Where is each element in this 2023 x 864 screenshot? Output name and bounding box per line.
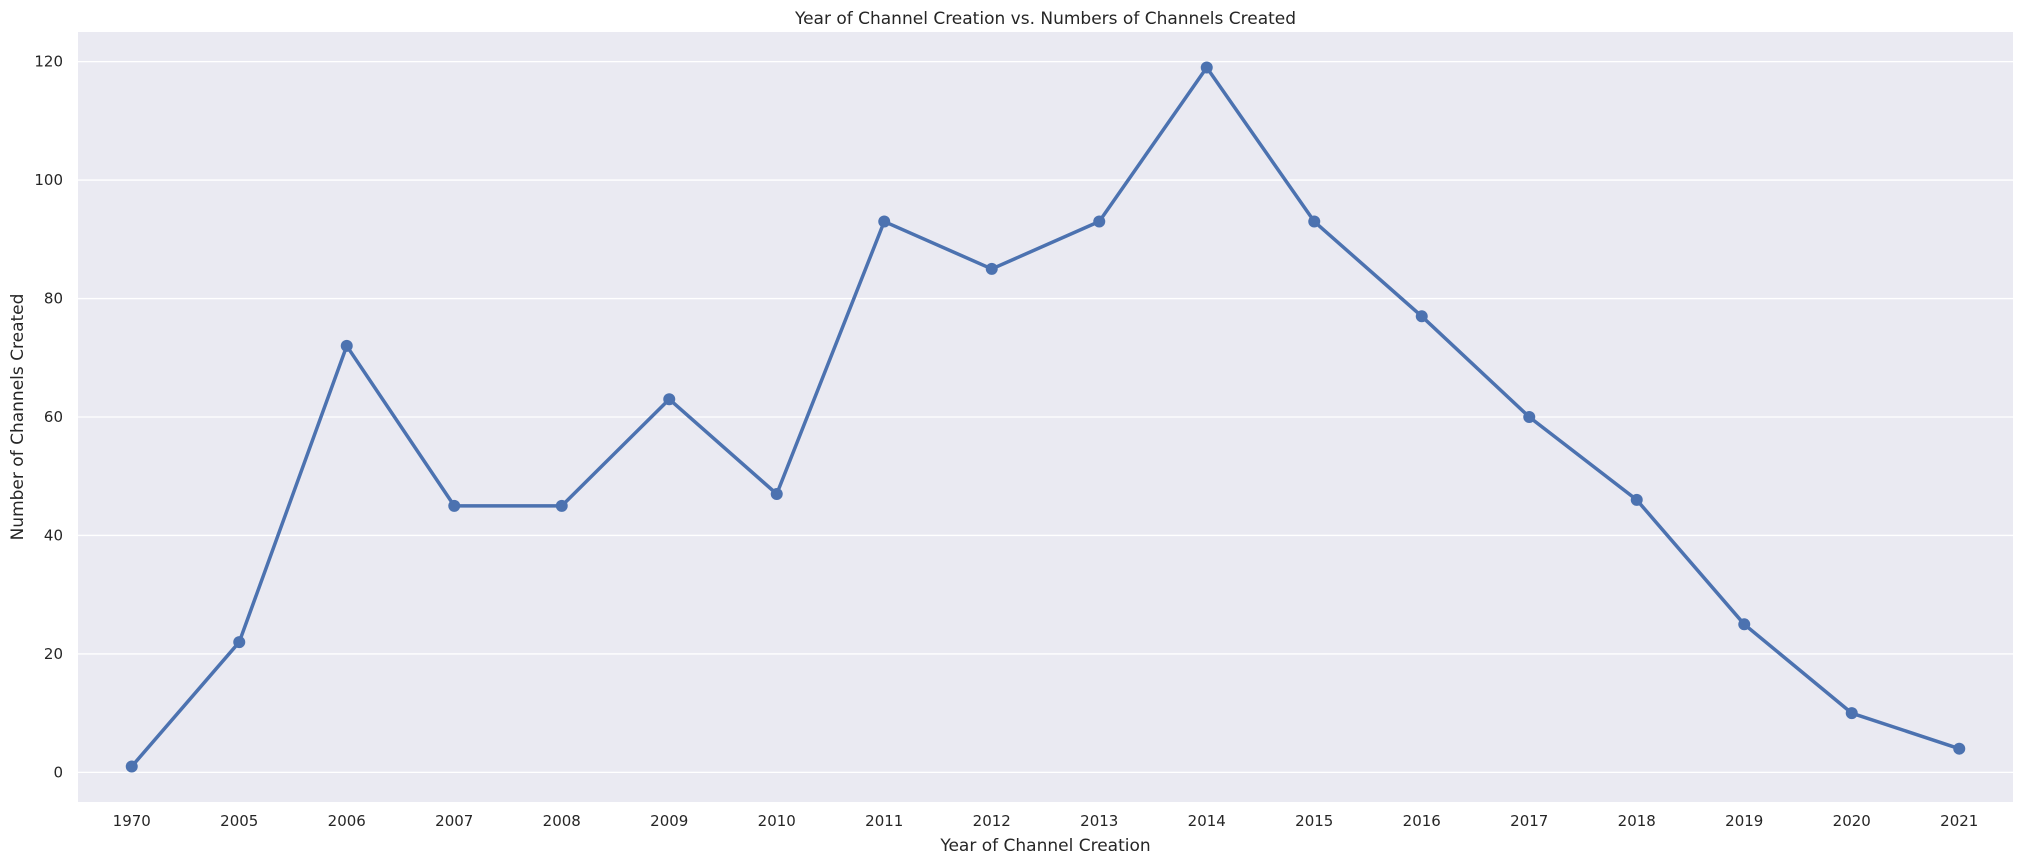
x-tick-labels: 1970 2005 2006 2007 2008 2009 2010 2011 2012 2013…	[113, 812, 1979, 830]
x-axis-label: Year of Channel Creation	[939, 836, 1150, 856]
data-point	[1523, 411, 1536, 423]
data-point	[1200, 61, 1213, 74]
data-point	[340, 339, 353, 352]
data-point	[878, 215, 891, 228]
series-layer	[125, 61, 1966, 773]
x-tick-label: 2021	[1940, 812, 1978, 830]
x-tick-label: 2009	[650, 812, 688, 830]
y-tick-labels: 0 20 40 60 80 100 120	[34, 53, 63, 782]
data-point	[555, 499, 568, 512]
y-tick-label: 40	[44, 526, 63, 544]
x-tick-label: 2015	[1295, 812, 1333, 830]
data-point	[1738, 618, 1751, 631]
x-tick-label: 2017	[1510, 812, 1548, 830]
data-point	[1415, 310, 1428, 323]
x-tick-label: 2016	[1403, 812, 1441, 830]
y-tick-label: 0	[53, 763, 63, 781]
y-tick-label: 120	[34, 53, 63, 71]
chart-title: Year of Channel Creation vs. Numbers of …	[794, 9, 1296, 29]
x-tick-label: 2005	[220, 812, 258, 830]
y-tick-label: 20	[44, 645, 63, 663]
x-tick-label: 2012	[973, 812, 1011, 830]
x-tick-label: 2010	[758, 812, 796, 830]
y-axis-label: Number of Channels Created	[8, 294, 28, 541]
grid-lines	[78, 60, 2013, 774]
x-tick-label: 2006	[328, 812, 366, 830]
x-tick-label: 1970	[113, 812, 151, 830]
data-point	[1845, 707, 1858, 720]
data-point	[1093, 215, 1106, 228]
data-point	[1308, 215, 1321, 228]
data-point	[233, 636, 246, 649]
x-tick-label: 2013	[1080, 812, 1118, 830]
data-point	[663, 393, 676, 406]
x-tick-label: 2020	[1833, 812, 1871, 830]
x-tick-label: 2014	[1188, 812, 1226, 830]
x-tick-label: 2011	[865, 812, 903, 830]
y-tick-label: 80	[44, 290, 63, 308]
data-point	[1953, 742, 1966, 755]
data-point	[770, 488, 783, 500]
data-point	[985, 262, 998, 275]
x-tick-label: 2018	[1618, 812, 1656, 830]
x-tick-label: 2007	[435, 812, 473, 830]
x-tick-label: 2019	[1725, 812, 1763, 830]
x-tick-label: 2008	[543, 812, 581, 830]
data-point	[1630, 493, 1643, 506]
data-point	[448, 499, 461, 512]
y-tick-label: 100	[34, 171, 63, 189]
data-point	[125, 760, 138, 773]
y-tick-label: 60	[44, 408, 63, 426]
series-line	[130, 65, 1960, 768]
